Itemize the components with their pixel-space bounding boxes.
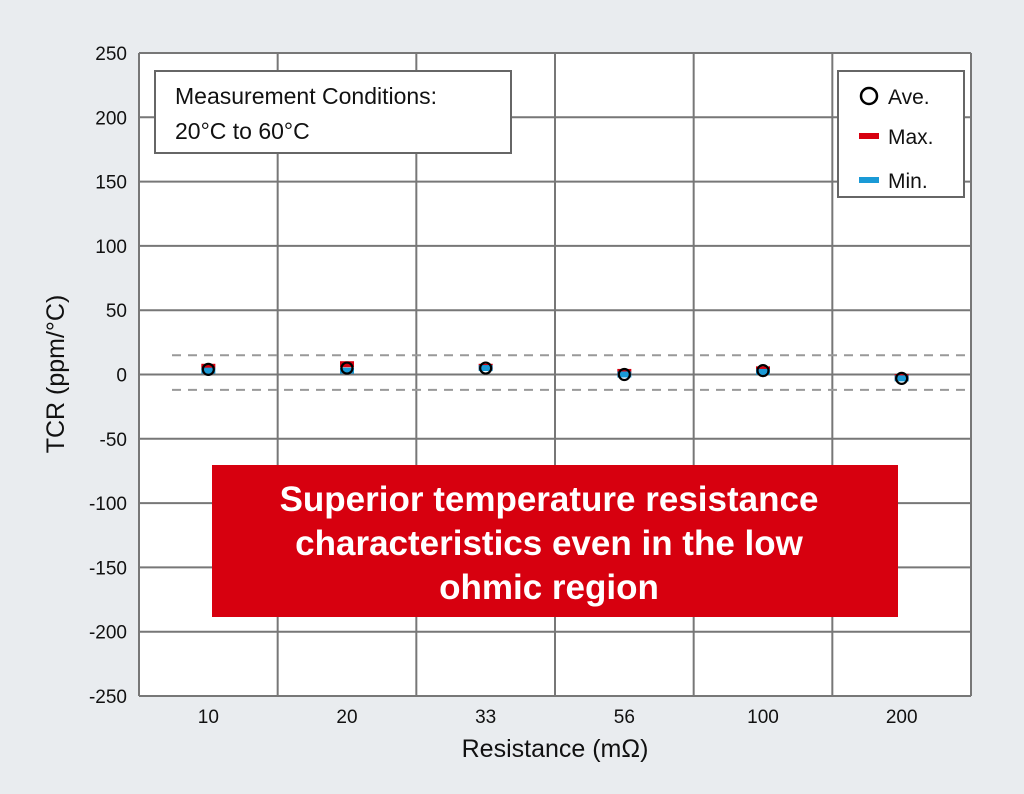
x-tick-labels: 10 20 33 56 100 200 <box>198 707 918 728</box>
min-point <box>756 368 770 375</box>
conditions-box: Measurement Conditions: 20°C to 60°C <box>154 70 512 154</box>
y-tick-label: 50 <box>106 301 127 322</box>
data-points <box>201 361 909 385</box>
ave-point <box>479 361 493 375</box>
legend-label: Min. <box>888 170 928 193</box>
reference-lines <box>172 354 965 391</box>
y-tick-label: 250 <box>95 44 127 65</box>
ave-point <box>895 371 909 385</box>
legend-label: Max. <box>888 126 934 149</box>
y-tick-label: 150 <box>95 173 127 194</box>
ave-point <box>756 364 770 378</box>
x-tick-label: 20 <box>336 707 357 728</box>
y-tick-labels: 250 200 150 100 50 0 -50 -100 -150 -200 -250 <box>89 44 127 708</box>
min-point <box>617 371 632 378</box>
y-tick-label: -200 <box>89 623 127 644</box>
ave-point <box>617 367 631 382</box>
min-point <box>894 375 909 382</box>
min-point <box>201 367 216 374</box>
callout-banner: Superior temperature resistance characte… <box>212 465 898 617</box>
x-tick-label: 100 <box>747 707 779 728</box>
y-tick-label: -150 <box>89 558 127 579</box>
x-tick-label: 56 <box>614 707 635 728</box>
y-tick-label: 100 <box>95 237 127 258</box>
y-tick-label: -50 <box>100 430 127 451</box>
x-tick-label: 200 <box>886 707 918 728</box>
ave-point <box>201 362 215 376</box>
max-point <box>201 363 216 370</box>
min-point <box>340 367 354 374</box>
max-point <box>340 361 354 368</box>
y-tick-label: 200 <box>95 108 127 129</box>
y-axis-label: TCR (ppm/°C) <box>42 295 70 454</box>
x-tick-label: 33 <box>475 707 496 728</box>
callout-line-1: Superior temperature resistance <box>280 480 819 519</box>
callout-line-3: ohmic region <box>439 568 659 607</box>
y-tick-label: 0 <box>116 366 127 387</box>
legend-max-dash-icon <box>859 133 879 139</box>
conditions-line-1: Measurement Conditions: <box>175 83 437 109</box>
y-tick-label: -100 <box>89 494 127 515</box>
conditions-line-2: 20°C to 60°C <box>175 118 310 144</box>
legend-ave-circle-icon <box>859 86 879 106</box>
y-tick-label: -250 <box>89 687 127 708</box>
legend-label: Ave. <box>888 86 930 109</box>
x-axis-label: Resistance (mΩ) <box>462 735 649 763</box>
min-point <box>478 365 493 372</box>
ave-point <box>340 361 354 375</box>
legend: Ave. Max. Min. <box>837 70 965 198</box>
legend-min-dash-icon <box>859 177 879 183</box>
callout-line-2: characteristics even in the low <box>295 524 803 563</box>
x-tick-label: 10 <box>198 707 219 728</box>
